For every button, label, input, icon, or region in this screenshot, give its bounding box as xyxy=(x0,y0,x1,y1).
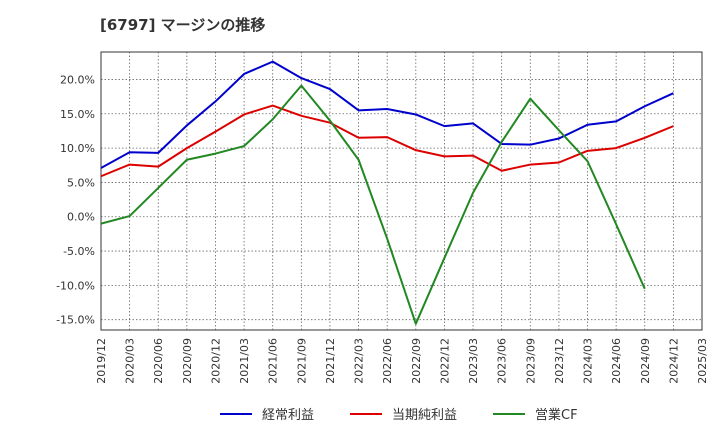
x-tick-label: 2021/12 xyxy=(324,338,337,384)
x-tick-label: 2023/09 xyxy=(524,338,537,384)
series-line-3 xyxy=(100,84,646,325)
x-tick-label: 2023/06 xyxy=(496,338,509,384)
x-tick-label: 2021/06 xyxy=(267,338,280,384)
x-tick-label: 2023/12 xyxy=(553,338,566,384)
y-tick-label: -15.0% xyxy=(56,314,95,327)
series-line-2 xyxy=(100,104,674,178)
chart-title: [6797] マージンの推移 xyxy=(100,16,266,34)
series-line-1 xyxy=(100,60,674,169)
legend-label: 経常利益 xyxy=(262,408,314,423)
y-tick-label: -10.0% xyxy=(56,279,95,292)
x-tick-label: 2021/03 xyxy=(238,338,251,384)
x-axis: 2019/12 2020/03 2020/06 2020/09 2020/12 2021/… xyxy=(95,338,709,384)
legend-label: 当期純利益 xyxy=(392,408,457,423)
y-tick-label: 5.0% xyxy=(67,176,95,189)
series-lines xyxy=(100,60,674,325)
grid xyxy=(100,52,703,330)
x-tick-label: 2019/12 xyxy=(95,338,108,384)
x-tick-label: 2022/12 xyxy=(438,338,451,384)
x-tick-label: 2022/09 xyxy=(410,338,423,384)
legend: 経常利益 当期純利益 営業CF xyxy=(220,407,578,423)
x-tick-label: 2024/09 xyxy=(639,338,652,384)
x-tick-label: 2020/03 xyxy=(124,338,137,384)
y-tick-label: 0.0% xyxy=(67,211,95,224)
x-tick-label: 2024/03 xyxy=(582,338,595,384)
legend-label: 営業CF xyxy=(535,407,578,423)
y-tick-label: 15.0% xyxy=(60,108,95,121)
x-tick-label: 2020/09 xyxy=(181,338,194,384)
plot-frame xyxy=(100,51,703,331)
x-tick-label: 2022/06 xyxy=(381,338,394,384)
x-tick-label: 2022/03 xyxy=(353,338,366,384)
x-tick-label: 2020/12 xyxy=(209,338,222,384)
x-tick-label: 2020/06 xyxy=(152,338,165,384)
x-tick-label: 2021/09 xyxy=(295,338,308,384)
x-tick-label: 2024/06 xyxy=(610,338,623,384)
x-tick-label: 2024/12 xyxy=(667,338,680,384)
y-tick-label: 20.0% xyxy=(60,73,95,86)
y-tick-label: 10.0% xyxy=(60,142,95,155)
x-tick-label: 2025/03 xyxy=(696,338,709,384)
y-tick-label: -5.0% xyxy=(63,245,95,258)
y-axis: 20.0% 15.0% 10.0% 5.0% 0.0% -5.0% -10.0% -15.0% xyxy=(56,73,95,326)
x-tick-label: 2023/03 xyxy=(467,338,480,384)
